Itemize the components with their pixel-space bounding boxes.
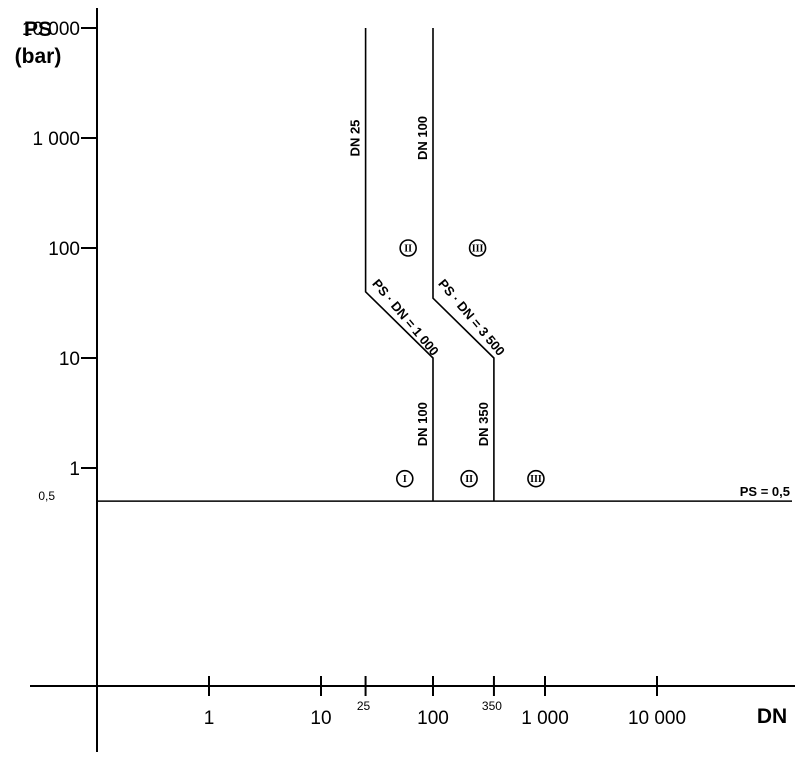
- boundary-annotation: PS · DN = 1 000: [369, 276, 442, 358]
- reference-line-label: PS = 0,5: [740, 484, 790, 499]
- y-tick-label: 1: [69, 459, 80, 480]
- boundary-annotation: DN 25: [348, 120, 363, 157]
- zone-marker: [527, 469, 545, 488]
- x-axis-ticks: 1 10 25 100 350 1 000 10 000: [204, 676, 686, 729]
- x-tick-label: 1 000: [521, 708, 569, 729]
- zone-label: II: [404, 244, 412, 255]
- boundary-line-1: [364, 28, 434, 502]
- x-tick-label: 10 000: [628, 708, 686, 729]
- x-tick-label: 1: [204, 708, 215, 729]
- y-axis-title: PS (bar): [15, 18, 62, 68]
- zone-marker: [460, 469, 478, 488]
- boundary-annotation: DN 100: [415, 116, 430, 160]
- boundary-annotation: PS · DN = 3 500: [435, 276, 508, 358]
- y-tick-label: 0,5: [38, 489, 55, 503]
- annotations-group: DN 25 DN 100 DN 100 DN 350 PS · DN = 1 000PS…: [348, 116, 508, 446]
- zone-marker: [395, 469, 414, 488]
- boundary-annotation: DN 100: [415, 402, 430, 446]
- y-axis-ticks: 0,5 1 10 100 1 000 10 000: [22, 19, 97, 503]
- y-tick-label: 100: [48, 239, 80, 260]
- reference-line-group: PS = 0,5: [97, 484, 792, 502]
- x-tick-label: 10: [310, 708, 331, 729]
- boundary-annotation: DN 350: [476, 402, 491, 446]
- y-axis-title-line2: (bar): [15, 45, 62, 68]
- boundary-line-2: [432, 28, 495, 502]
- zone-label: II: [465, 474, 473, 485]
- zone-label: III: [472, 244, 484, 255]
- zone-marker: [468, 239, 487, 257]
- x-tick-label: 350: [482, 699, 502, 713]
- y-tick-label: 10: [59, 349, 80, 370]
- zone-marker: [399, 239, 417, 257]
- zone-label: I: [403, 474, 407, 485]
- series-group: [364, 28, 495, 502]
- x-tick-label: 25: [357, 699, 371, 713]
- y-axis-title-line1: PS: [24, 18, 52, 41]
- y-tick-label: 10 000: [22, 19, 80, 40]
- x-tick-label: 100: [417, 708, 449, 729]
- zone-label: III: [530, 474, 542, 485]
- x-axis-title: DN: [757, 705, 787, 728]
- y-tick-label: 1 000: [32, 129, 80, 150]
